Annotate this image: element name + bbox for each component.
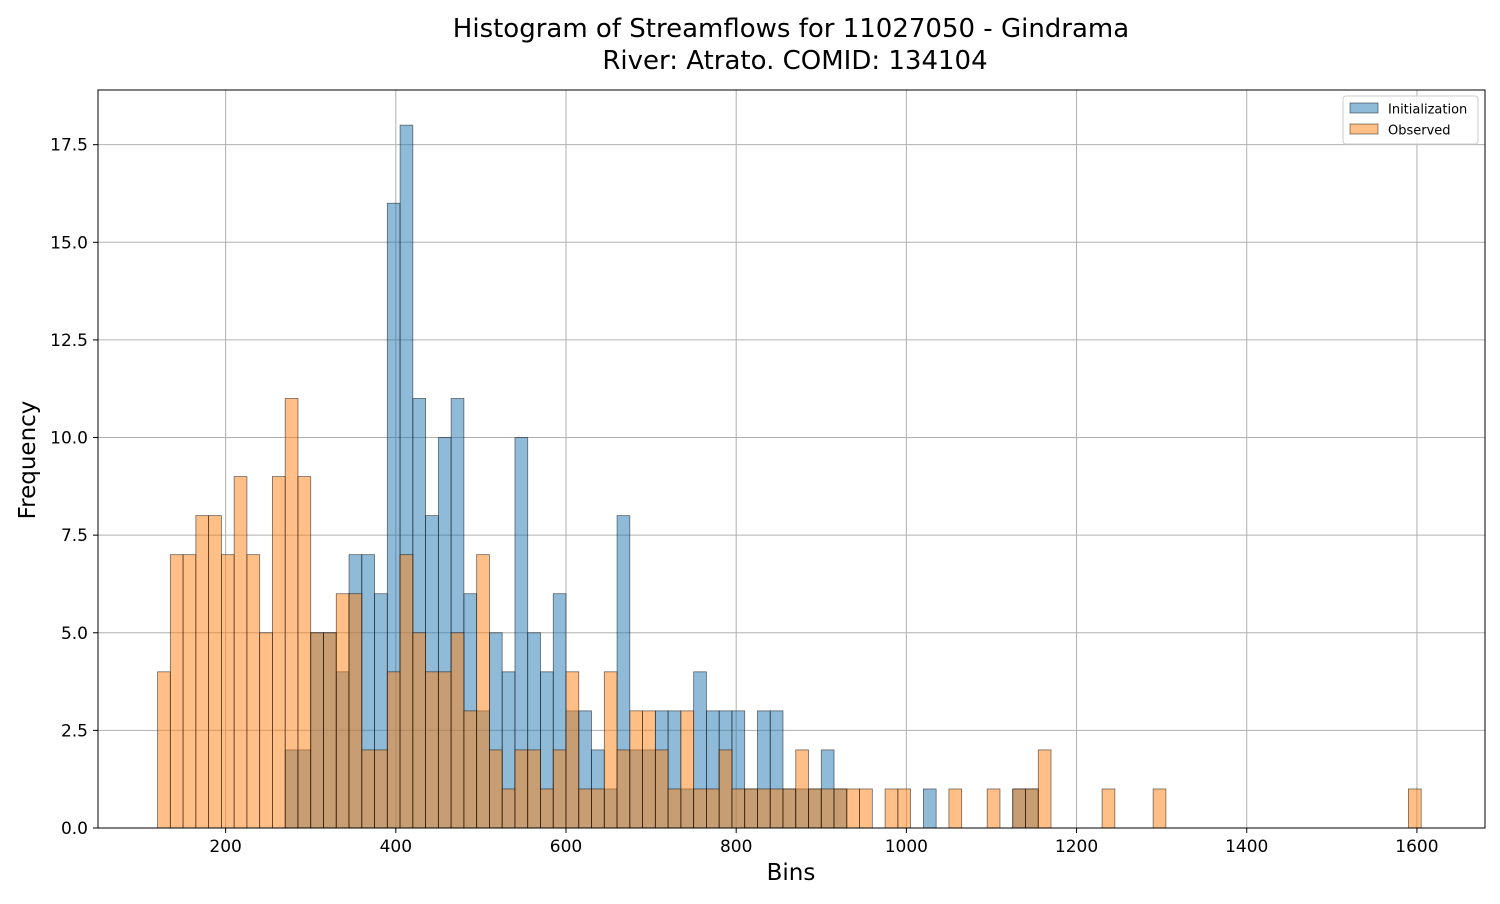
bar-observed	[182, 554, 197, 829]
bar-observed	[259, 632, 273, 829]
bar-observed	[1152, 788, 1167, 829]
bar-initialization	[922, 788, 937, 829]
bar-observed	[616, 749, 631, 829]
bar-observed	[654, 749, 669, 829]
bar-observed	[374, 749, 388, 829]
bar-observed	[527, 749, 541, 829]
chart-subtitle: River: Atrato. COMID: 134104	[602, 46, 987, 76]
bar-observed	[1408, 788, 1422, 829]
bar-observed	[1012, 788, 1026, 829]
bar-observed	[1037, 749, 1052, 829]
bar-observed	[208, 515, 222, 829]
x-tick-label: 1200	[1055, 837, 1098, 857]
bar-observed	[361, 749, 375, 829]
bar-observed	[859, 788, 873, 829]
bar-observed	[450, 632, 465, 829]
bar-observed	[948, 788, 963, 829]
y-tick-label: 5.0	[61, 624, 88, 644]
bar-observed	[335, 593, 350, 829]
bar-observed	[284, 398, 299, 829]
bar-observed	[552, 749, 567, 829]
bar-observed	[769, 788, 784, 829]
y-tick-label: 7.5	[61, 526, 88, 546]
bar-observed	[706, 788, 720, 829]
bar-observed	[578, 788, 592, 829]
bar-observed	[463, 710, 478, 829]
bar-observed	[233, 476, 248, 829]
legend-label-initialization: Initialization	[1388, 103, 1467, 118]
bar-observed	[846, 788, 860, 829]
legend-swatch-observed	[1349, 123, 1379, 135]
y-tick-label: 2.5	[61, 721, 88, 741]
x-tick-label: 1400	[1225, 837, 1268, 857]
bar-observed	[476, 554, 490, 829]
bar-observed	[718, 749, 733, 829]
bar-observed	[693, 788, 707, 829]
bars	[157, 124, 1422, 829]
bar-observed	[795, 749, 809, 829]
chart-title: Histogram of Streamflows for 11027050 - …	[453, 14, 1129, 44]
bar-observed	[412, 632, 427, 829]
bar-observed	[540, 788, 554, 829]
bar-observed	[667, 788, 682, 829]
bar-observed	[986, 788, 1001, 829]
bar-observed	[297, 476, 312, 829]
axis-ticks: 200 400 600 800 1000 1200 1400 1600 0.0 2.5 5.0 7.5…	[50, 136, 1438, 857]
bar-observed	[680, 710, 695, 829]
bar-observed	[272, 476, 286, 829]
bar-observed	[1025, 788, 1039, 829]
bar-observed	[489, 749, 503, 829]
bar-observed	[782, 788, 797, 829]
bar-observed	[437, 671, 452, 829]
bar-observed	[157, 671, 171, 829]
bar-observed	[514, 749, 529, 829]
bar-observed	[425, 671, 439, 829]
legend-swatch-initialization	[1349, 102, 1379, 114]
plot-frame	[97, 89, 1486, 829]
x-tick-label: 600	[550, 837, 582, 857]
x-tick-label: 800	[720, 837, 752, 857]
bar-observed	[757, 788, 771, 829]
bar-observed	[820, 788, 835, 829]
bar-observed	[348, 593, 363, 829]
bar-observed	[246, 554, 261, 829]
bar-observed	[897, 788, 912, 829]
bar-observed	[1101, 788, 1116, 829]
bar-observed	[169, 554, 184, 829]
x-tick-label: 1600	[1395, 837, 1438, 857]
legend: Initialization Observed	[1342, 95, 1479, 145]
y-tick-label: 10.0	[50, 429, 88, 449]
bar-observed	[323, 632, 337, 829]
bar-observed	[642, 710, 656, 829]
x-tick-label: 1000	[885, 837, 928, 857]
bar-observed	[501, 788, 516, 829]
bar-observed	[629, 710, 643, 829]
y-tick-label: 17.5	[50, 136, 88, 156]
bar-observed	[808, 788, 822, 829]
y-tick-label: 15.0	[50, 233, 88, 253]
bar-observed	[386, 671, 401, 829]
bar-observed	[220, 554, 235, 829]
bar-observed	[591, 788, 605, 829]
bar-observed	[884, 788, 899, 829]
x-tick-label: 200	[209, 837, 241, 857]
bar-observed	[310, 632, 324, 829]
y-axis-label: Frequency	[15, 401, 41, 520]
bar-observed	[399, 554, 414, 829]
bar-observed	[731, 788, 746, 829]
bar-observed	[195, 515, 210, 829]
y-tick-label: 0.0	[61, 819, 88, 839]
bar-observed	[744, 788, 758, 829]
bar-observed	[833, 788, 848, 829]
x-axis-label: Bins	[767, 860, 816, 886]
y-tick-label: 12.5	[50, 331, 88, 351]
legend-label-observed: Observed	[1388, 124, 1451, 139]
bar-observed	[565, 671, 580, 829]
bar-observed	[603, 671, 618, 829]
x-tick-label: 400	[380, 837, 412, 857]
